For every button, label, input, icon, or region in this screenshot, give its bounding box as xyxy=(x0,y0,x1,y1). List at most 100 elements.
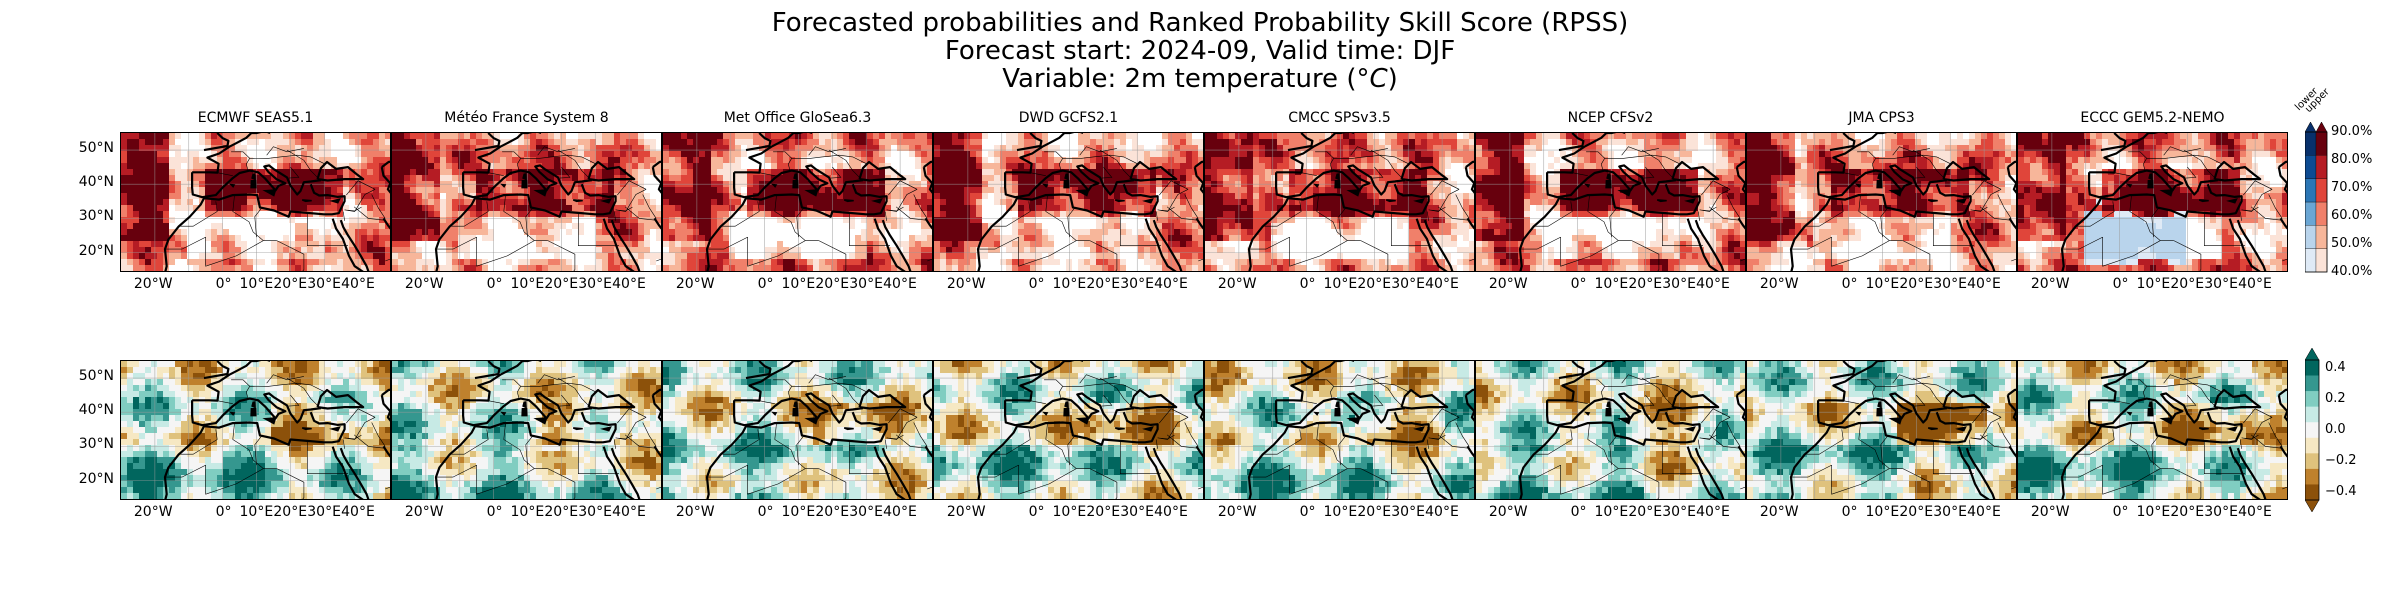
field-cell xyxy=(211,133,218,140)
field-cell xyxy=(560,469,567,476)
field-cell xyxy=(428,187,435,194)
field-cell xyxy=(638,193,645,200)
field-cell xyxy=(295,451,302,458)
field-cell xyxy=(259,457,266,464)
field-cell xyxy=(187,157,194,164)
field-cell xyxy=(289,199,296,206)
field-cell xyxy=(247,241,254,248)
field-cell xyxy=(548,205,555,212)
field-cell xyxy=(675,199,682,206)
field-cell xyxy=(373,403,380,410)
country-border xyxy=(205,237,264,267)
field-cell xyxy=(247,367,254,374)
field-cell xyxy=(398,151,405,158)
field-cell xyxy=(470,145,477,152)
field-cell xyxy=(217,259,224,266)
field-cell xyxy=(560,139,567,146)
field-cell xyxy=(554,169,561,176)
field-cell xyxy=(723,139,730,146)
field-cell xyxy=(259,235,266,242)
field-cell xyxy=(379,487,386,494)
country-border xyxy=(385,258,390,262)
field-cell xyxy=(572,415,579,422)
field-cell xyxy=(175,391,182,398)
country-border xyxy=(353,206,384,221)
field-cell xyxy=(578,427,585,434)
field-cell xyxy=(428,475,435,482)
field-cell xyxy=(151,217,158,224)
field-cell xyxy=(187,367,194,374)
field-cell xyxy=(259,151,266,158)
field-cell xyxy=(307,259,314,266)
field-cell xyxy=(331,373,338,380)
field-cell xyxy=(644,265,651,271)
field-cell xyxy=(283,229,290,236)
field-cell xyxy=(241,451,248,458)
field-cell xyxy=(681,199,688,206)
field-cell xyxy=(530,475,537,482)
field-cell xyxy=(331,265,338,271)
field-cell xyxy=(452,373,459,380)
field-cell xyxy=(367,427,374,434)
coastline xyxy=(474,361,501,380)
field-cell xyxy=(385,211,390,218)
field-cell xyxy=(175,487,182,494)
field-cell xyxy=(373,223,380,230)
field-cell xyxy=(241,229,248,236)
field-cell xyxy=(319,241,326,248)
field-cell xyxy=(428,499,435,500)
field-cell xyxy=(470,265,477,271)
field-cell xyxy=(127,145,134,152)
field-cell xyxy=(145,169,152,176)
field-cell xyxy=(699,217,706,224)
field-cell xyxy=(735,151,742,158)
field-cell xyxy=(151,373,158,380)
field-cell xyxy=(542,211,549,218)
field-cell xyxy=(277,469,284,476)
field-cell xyxy=(512,163,519,170)
field-cell xyxy=(584,259,591,266)
field-cell xyxy=(127,175,134,182)
field-cell xyxy=(157,427,164,434)
field-cell xyxy=(398,415,405,422)
field-cell xyxy=(530,415,537,422)
field-cell xyxy=(193,445,200,452)
field-cell xyxy=(169,367,176,374)
field-cell xyxy=(319,379,326,386)
field-cell xyxy=(560,229,567,236)
field-cell xyxy=(608,493,615,499)
field-cell xyxy=(181,397,188,404)
field-cell xyxy=(458,199,465,206)
coastline xyxy=(163,411,346,499)
field-cell xyxy=(392,199,399,206)
field-cell xyxy=(289,151,296,158)
field-cell xyxy=(548,463,555,470)
country-border xyxy=(557,377,589,406)
field-cell xyxy=(398,445,405,452)
field-cell xyxy=(428,229,435,236)
field-cell xyxy=(488,433,495,440)
field-cell xyxy=(416,457,423,464)
field-cell xyxy=(313,385,320,392)
field-cell xyxy=(319,157,326,164)
field-cell xyxy=(301,361,308,368)
field-cell xyxy=(367,223,374,230)
field-cell xyxy=(127,451,134,458)
field-cell xyxy=(307,421,314,428)
field-cell xyxy=(361,133,368,140)
field-cell xyxy=(416,487,423,494)
field-cell xyxy=(663,157,670,164)
field-cell xyxy=(482,475,489,482)
field-cell xyxy=(476,469,483,476)
field-cell xyxy=(133,193,140,200)
field-cell xyxy=(289,457,296,464)
field-cell xyxy=(223,157,230,164)
field-cell xyxy=(379,223,386,230)
field-cell xyxy=(596,427,603,434)
field-cell xyxy=(404,373,411,380)
field-cell xyxy=(614,415,621,422)
field-cell xyxy=(404,367,411,374)
field-cell xyxy=(121,259,128,266)
field-cell xyxy=(446,199,453,206)
field-cell xyxy=(385,151,390,158)
